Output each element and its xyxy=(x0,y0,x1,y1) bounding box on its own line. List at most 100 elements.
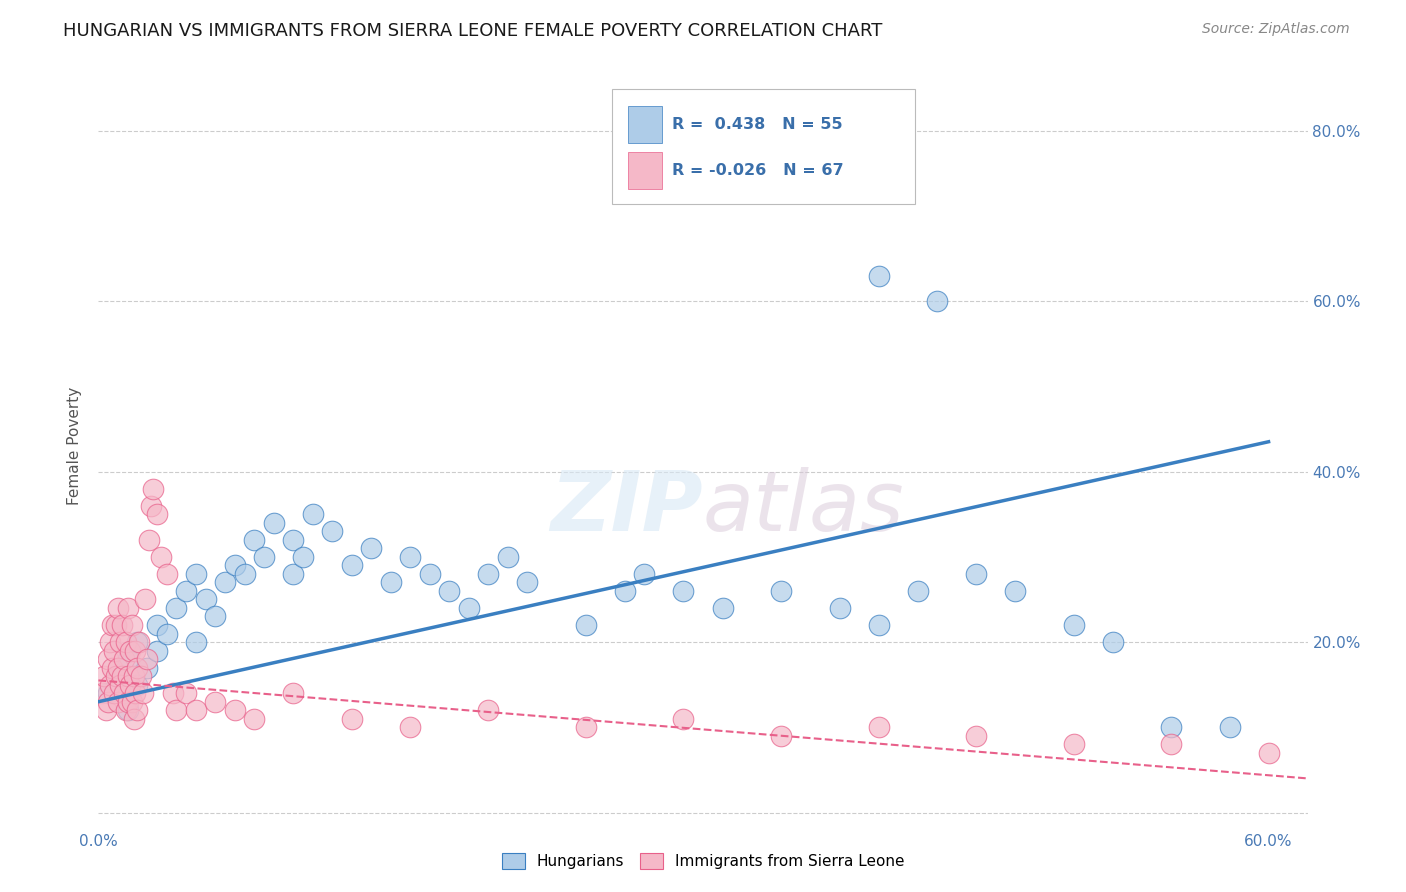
Point xyxy=(107,660,129,674)
Point xyxy=(134,592,156,607)
Point xyxy=(340,712,363,726)
Point xyxy=(156,626,179,640)
Text: Source: ZipAtlas.com: Source: ZipAtlas.com xyxy=(1202,22,1350,37)
Point xyxy=(965,729,987,743)
Point xyxy=(1101,635,1123,649)
Point xyxy=(136,660,159,674)
Point xyxy=(93,669,115,683)
Point xyxy=(122,712,145,726)
Point xyxy=(233,566,256,581)
Point xyxy=(108,635,131,649)
Point xyxy=(204,609,226,624)
Point xyxy=(98,678,121,692)
Point xyxy=(96,703,118,717)
Point xyxy=(283,566,305,581)
Point xyxy=(477,566,499,581)
Point xyxy=(97,695,120,709)
Point xyxy=(224,558,246,573)
Point xyxy=(139,499,162,513)
Point xyxy=(711,601,734,615)
Point xyxy=(419,566,441,581)
Point xyxy=(204,695,226,709)
Point xyxy=(124,686,146,700)
FancyBboxPatch shape xyxy=(628,106,662,143)
Point xyxy=(127,635,149,649)
Point xyxy=(101,618,124,632)
Point xyxy=(633,566,655,581)
Point xyxy=(156,566,179,581)
Point xyxy=(111,618,134,632)
Point xyxy=(91,686,114,700)
Point xyxy=(117,601,139,615)
Point xyxy=(253,549,276,564)
Point xyxy=(122,669,145,683)
Point xyxy=(828,601,851,615)
FancyBboxPatch shape xyxy=(613,89,915,204)
Point xyxy=(868,618,890,632)
Point xyxy=(149,549,172,564)
Point xyxy=(769,583,792,598)
Point xyxy=(104,669,127,683)
Text: ZIP: ZIP xyxy=(550,467,703,548)
Point xyxy=(162,686,184,700)
Point xyxy=(132,686,155,700)
Point xyxy=(214,575,236,590)
Point xyxy=(283,533,305,547)
Point xyxy=(194,592,217,607)
Point xyxy=(136,652,159,666)
Point xyxy=(380,575,402,590)
Point xyxy=(1160,720,1182,734)
Point xyxy=(672,712,695,726)
Point xyxy=(127,660,149,674)
Point xyxy=(97,686,120,700)
Point xyxy=(321,524,343,539)
Point xyxy=(614,583,637,598)
Point xyxy=(292,549,315,564)
Point xyxy=(263,516,285,530)
Point xyxy=(107,695,129,709)
Point xyxy=(121,695,143,709)
Point xyxy=(575,720,598,734)
Point xyxy=(124,643,146,657)
Point xyxy=(575,618,598,632)
Point xyxy=(925,294,948,309)
Point xyxy=(121,618,143,632)
Point xyxy=(103,643,125,657)
Point xyxy=(118,678,141,692)
Point xyxy=(184,635,207,649)
Point xyxy=(117,669,139,683)
Point xyxy=(114,703,136,717)
Point xyxy=(907,583,929,598)
Point xyxy=(127,678,149,692)
Point xyxy=(165,601,187,615)
Point xyxy=(477,703,499,717)
Point xyxy=(1160,737,1182,751)
Point xyxy=(302,507,325,521)
Point xyxy=(127,703,149,717)
Point xyxy=(769,729,792,743)
Point xyxy=(128,635,150,649)
Point xyxy=(117,652,139,666)
Point xyxy=(224,703,246,717)
Point xyxy=(112,652,135,666)
Point xyxy=(114,635,136,649)
Point xyxy=(1257,746,1279,760)
Y-axis label: Female Poverty: Female Poverty xyxy=(67,387,83,505)
Point xyxy=(146,507,169,521)
Point xyxy=(165,703,187,717)
Point xyxy=(243,712,266,726)
Point xyxy=(138,533,160,547)
Point xyxy=(516,575,538,590)
Point xyxy=(146,643,169,657)
Text: atlas: atlas xyxy=(703,467,904,548)
Point xyxy=(112,686,135,700)
Text: R =  0.438   N = 55: R = 0.438 N = 55 xyxy=(672,117,842,132)
Point xyxy=(111,669,134,683)
Point xyxy=(142,482,165,496)
Point xyxy=(174,686,197,700)
Point xyxy=(97,652,120,666)
Point xyxy=(107,601,129,615)
Point xyxy=(117,695,139,709)
Point xyxy=(868,268,890,283)
Point xyxy=(117,703,139,717)
